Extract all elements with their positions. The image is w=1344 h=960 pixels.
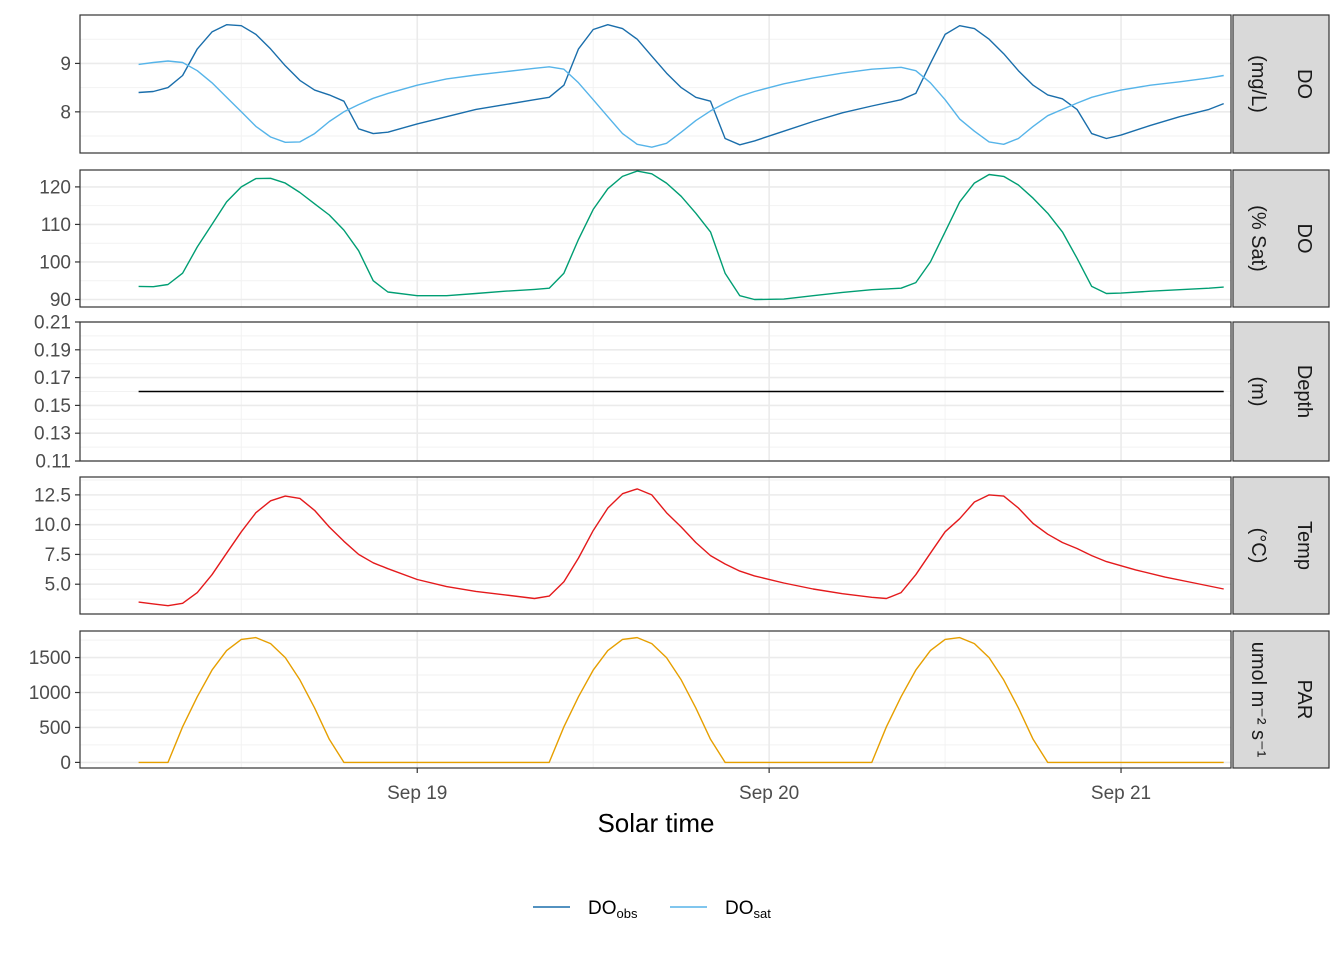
facet-strip [1232,321,1330,462]
panel-temp: 5.0 7.5 10.0 12.5 Temp (°C) [34,476,1330,615]
legend-label-base: DO [588,898,617,919]
legend-label-base: DO [725,898,754,919]
x-tick-label: Sep 21 [1091,783,1151,804]
y-tick-label: 120 [39,177,71,198]
y-tick-label: 9 [60,54,71,75]
facet-strip-label-group: DO (mg/L) [1247,55,1315,113]
panel-border [79,476,1232,615]
facet-strip [1232,169,1330,308]
panel-background [80,631,1231,768]
panel-border [79,630,1232,769]
legend-label-do-sat: DOsat [725,898,771,921]
y-tick-label: 12.5 [34,485,71,506]
facet-strip-label: (°C) [1247,528,1269,564]
y-tick-label: 5.0 [45,575,71,596]
facet-strip-label: (% Sat) [1247,205,1269,272]
legend-label-subscript: obs [617,906,638,921]
panel-background [80,477,1231,614]
facet-strip-label-group: PAR umol m⁻² s⁻¹ [1247,642,1315,758]
x-axis: Sep 19 Sep 20 Sep 21 [387,768,1151,804]
y-tick-label: 110 [41,215,71,236]
series-line-do-sat [138,170,1224,301]
y-tick-label: 100 [39,252,71,273]
y-tick-label: 1500 [29,648,71,669]
y-tick-label: 90 [50,290,71,311]
legend-label-do-obs: DOobs [588,898,638,921]
facet-strip-label: umol m⁻² s⁻¹ [1247,642,1269,758]
panel-par: 0 500 1000 1500 PAR umol m⁻² s⁻¹ [29,630,1330,774]
facet-strip-label: PAR [1293,680,1315,720]
facet-strip-label: Depth [1293,365,1315,418]
panel-border [79,321,1232,462]
facet-strip [1232,630,1330,769]
panel-do_sat: 90 100 110 120 DO (% Sat) [39,169,1330,311]
facet-strip-label: (mg/L) [1247,55,1269,113]
panel-do_mgl: 8 9 DO (mg/L) [60,14,1330,154]
y-tick-label: 10.0 [34,515,71,536]
panel-border [79,169,1232,308]
facet-strip-label: DO [1293,69,1315,99]
y-tick-label: 0.13 [34,424,71,445]
y-tick-label: 0.15 [34,396,71,417]
y-tick-label: 7.5 [45,545,71,566]
panel-depth: 0.11 0.13 0.15 0.17 0.19 0.21 Depth (m) [34,313,1330,473]
y-tick-label: 0.19 [34,340,71,361]
series-line-do-sat [138,60,1224,148]
x-axis-title: Solar time [597,808,714,838]
facet-strip [1232,14,1330,154]
facet-strip-label: (m) [1247,377,1269,407]
y-tick-label: 8 [60,102,71,123]
panel-background [80,15,1231,153]
facet-strip-label: DO [1293,224,1315,254]
legend-label-subscript: sat [754,906,772,921]
series-line-temp [138,488,1224,607]
y-tick-label: 0.21 [34,313,71,334]
facet-strip-label-group: DO (% Sat) [1247,205,1315,272]
legend: DOobs DOsat [533,898,771,921]
y-tick-label: 0.11 [35,452,71,473]
y-tick-label: 1000 [29,683,71,704]
facet-strip-label-group: Depth (m) [1247,365,1315,418]
panel-border [79,14,1232,154]
y-tick-label: 0 [60,753,71,774]
y-tick-label: 500 [39,718,71,739]
facet-strip-label-group: Temp (°C) [1247,521,1315,570]
facet-strip [1232,476,1330,615]
x-tick-label: Sep 20 [739,783,799,804]
y-tick-label: 0.17 [34,368,71,389]
facet-strip-label: Temp [1293,521,1315,570]
panel-background [80,170,1231,307]
series-line-par [138,636,1224,764]
series-line-do-obs [138,24,1224,146]
x-tick-label: Sep 19 [387,783,447,804]
